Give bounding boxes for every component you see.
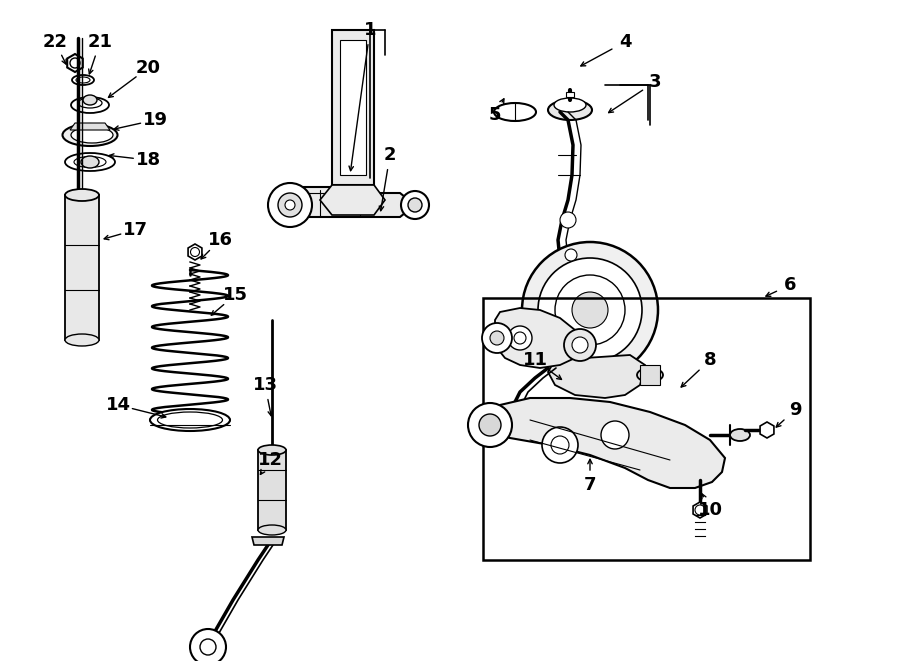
Ellipse shape <box>65 153 115 171</box>
Circle shape <box>601 421 629 449</box>
Ellipse shape <box>71 127 113 143</box>
Text: 13: 13 <box>253 376 277 394</box>
Text: 8: 8 <box>704 351 716 369</box>
Bar <box>340 40 366 175</box>
Text: 18: 18 <box>135 151 160 169</box>
Circle shape <box>479 414 501 436</box>
Bar <box>258 450 286 530</box>
Text: 14: 14 <box>105 396 130 414</box>
Bar <box>65 195 99 340</box>
Polygon shape <box>70 123 110 130</box>
Bar <box>483 298 810 560</box>
Circle shape <box>468 403 512 447</box>
Bar <box>332 30 374 185</box>
Circle shape <box>278 193 302 217</box>
Polygon shape <box>548 355 645 398</box>
Circle shape <box>564 329 596 361</box>
Ellipse shape <box>637 368 663 382</box>
Ellipse shape <box>548 100 592 120</box>
Text: 19: 19 <box>142 111 167 129</box>
Text: 21: 21 <box>87 33 112 51</box>
Ellipse shape <box>150 409 230 431</box>
Text: 11: 11 <box>523 351 547 369</box>
Ellipse shape <box>71 97 109 113</box>
Polygon shape <box>252 537 284 545</box>
Ellipse shape <box>554 98 586 112</box>
Text: 1: 1 <box>364 21 376 39</box>
Text: 3: 3 <box>649 73 662 91</box>
Ellipse shape <box>81 156 99 168</box>
Circle shape <box>191 247 200 256</box>
Text: 17: 17 <box>122 221 148 239</box>
Polygon shape <box>693 502 706 518</box>
Circle shape <box>482 323 512 353</box>
Ellipse shape <box>65 334 99 346</box>
Text: 12: 12 <box>257 451 283 469</box>
Text: 22: 22 <box>42 33 68 51</box>
Circle shape <box>565 249 577 261</box>
Text: 20: 20 <box>136 59 160 77</box>
Circle shape <box>572 337 588 353</box>
Circle shape <box>70 58 80 68</box>
Polygon shape <box>495 308 580 368</box>
Text: 9: 9 <box>788 401 801 419</box>
Circle shape <box>408 198 422 212</box>
Ellipse shape <box>83 95 97 105</box>
Polygon shape <box>320 185 385 215</box>
Ellipse shape <box>72 75 94 85</box>
Text: 6: 6 <box>784 276 796 294</box>
Polygon shape <box>760 422 774 438</box>
Polygon shape <box>490 398 725 488</box>
Circle shape <box>200 639 216 655</box>
Circle shape <box>538 258 642 362</box>
Polygon shape <box>290 187 415 217</box>
Circle shape <box>560 212 576 228</box>
Ellipse shape <box>258 445 286 455</box>
Text: 7: 7 <box>584 476 596 494</box>
Text: 10: 10 <box>698 501 723 519</box>
Ellipse shape <box>65 189 99 201</box>
Circle shape <box>401 191 429 219</box>
Text: 15: 15 <box>222 286 248 304</box>
Text: 16: 16 <box>208 231 232 249</box>
Circle shape <box>572 292 608 328</box>
Text: 2: 2 <box>383 146 396 164</box>
Circle shape <box>542 427 578 463</box>
Ellipse shape <box>730 429 750 441</box>
Circle shape <box>555 275 625 345</box>
Circle shape <box>522 242 658 378</box>
Circle shape <box>490 331 504 345</box>
Polygon shape <box>188 244 202 260</box>
Ellipse shape <box>62 124 118 146</box>
Circle shape <box>695 505 705 515</box>
Polygon shape <box>68 54 83 72</box>
Circle shape <box>285 200 295 210</box>
Bar <box>640 365 660 385</box>
Circle shape <box>508 326 532 350</box>
Ellipse shape <box>494 103 536 121</box>
Circle shape <box>268 183 312 227</box>
Bar <box>566 92 574 97</box>
Ellipse shape <box>258 525 286 535</box>
Text: 5: 5 <box>489 106 501 124</box>
Text: 4: 4 <box>619 33 631 51</box>
Circle shape <box>190 629 226 661</box>
